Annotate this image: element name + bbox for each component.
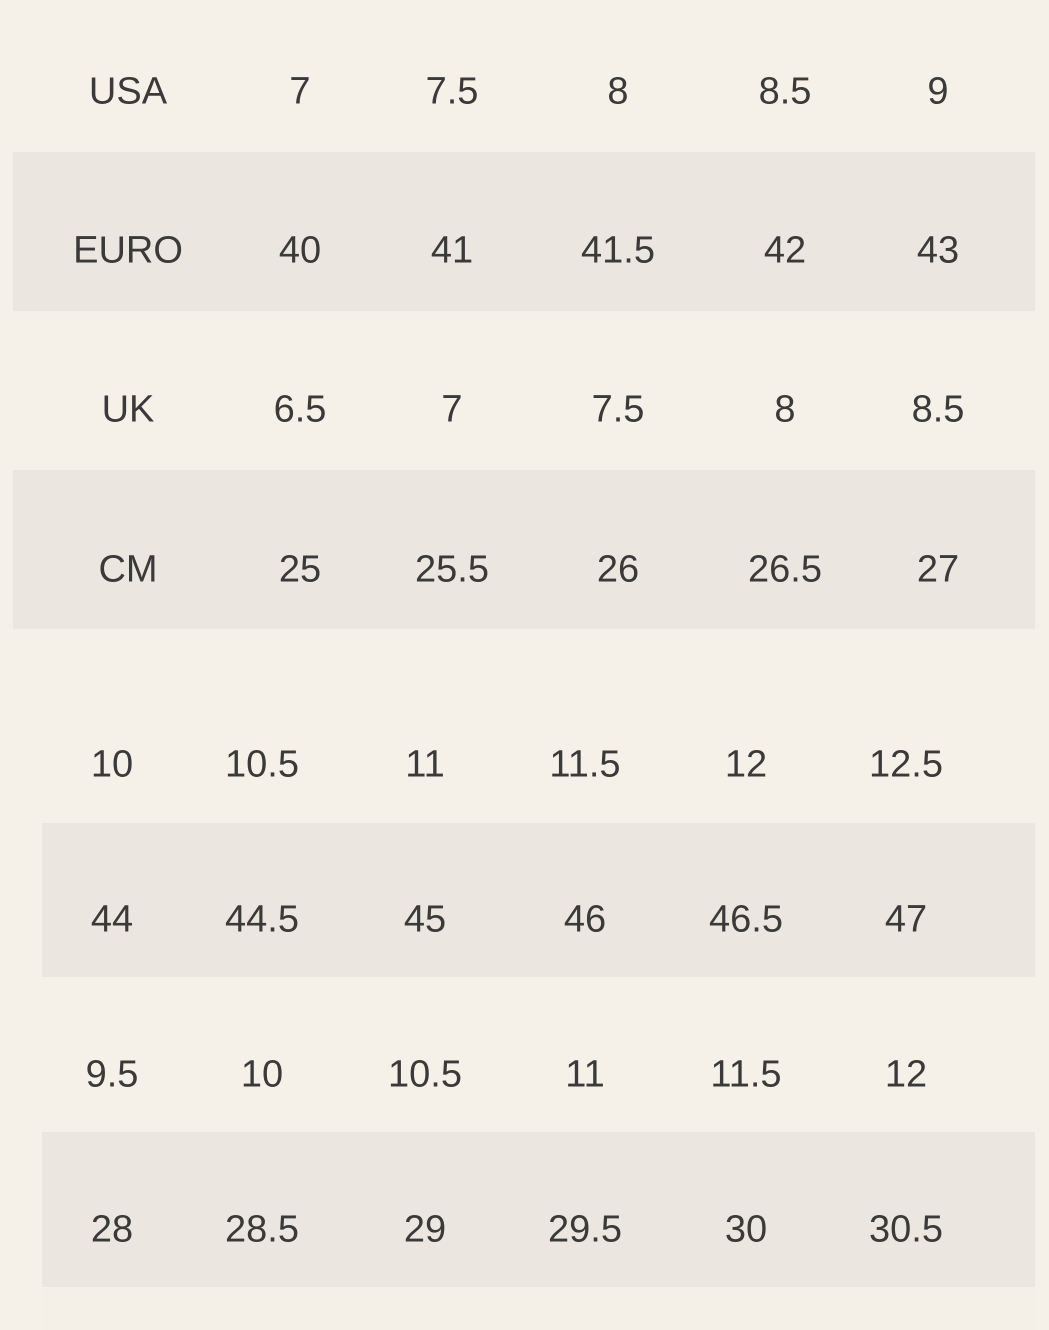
row-band bbox=[42, 1288, 1035, 1330]
size-cell: 46.5 bbox=[709, 898, 783, 941]
size-cell: 10 bbox=[240, 1053, 284, 1096]
size-cell: 9.5 bbox=[85, 1053, 139, 1096]
size-cell: 8.5 bbox=[758, 70, 812, 113]
size-cell: 8.5 bbox=[911, 388, 965, 431]
size-cell: 30 bbox=[724, 1208, 768, 1251]
size-cell: 6.5 bbox=[273, 388, 327, 431]
size-cell: 28.5 bbox=[225, 1208, 299, 1251]
size-cell: 46 bbox=[563, 898, 607, 941]
size-cell: 12.5 bbox=[869, 743, 943, 786]
size-cell: 44 bbox=[90, 898, 134, 941]
size-cell: 11 bbox=[405, 743, 445, 786]
size-cell: 26.5 bbox=[748, 548, 822, 591]
size-cell: 8 bbox=[607, 70, 629, 113]
row-label: USA bbox=[88, 70, 168, 113]
size-cell: 25 bbox=[278, 548, 322, 591]
size-cell: 12 bbox=[884, 1053, 928, 1096]
size-cell: 26 bbox=[596, 548, 640, 591]
size-cell: 43 bbox=[916, 229, 960, 272]
size-cell: 44.5 bbox=[225, 898, 299, 941]
size-cell: 41.5 bbox=[581, 229, 655, 272]
shaded-row-band bbox=[42, 823, 1035, 977]
row-label: CM bbox=[98, 548, 158, 591]
shaded-row-band bbox=[13, 470, 1035, 629]
row-label: UK bbox=[101, 388, 155, 431]
size-cell: 29 bbox=[403, 1208, 447, 1251]
size-cell: 7.5 bbox=[425, 70, 479, 113]
size-cell: 28 bbox=[90, 1208, 134, 1251]
shaded-row-band bbox=[13, 152, 1035, 311]
size-cell: 7 bbox=[289, 70, 311, 113]
size-cell: 47 bbox=[884, 898, 928, 941]
size-cell: 10 bbox=[90, 743, 134, 786]
size-cell: 27 bbox=[916, 548, 960, 591]
size-cell: 9 bbox=[927, 70, 949, 113]
size-cell: 41 bbox=[430, 229, 474, 272]
size-cell: 7.5 bbox=[591, 388, 645, 431]
size-cell: 25.5 bbox=[415, 548, 489, 591]
size-cell: 45 bbox=[403, 898, 447, 941]
size-cell: 11.5 bbox=[549, 743, 621, 786]
size-cell: 40 bbox=[278, 229, 322, 272]
size-cell: 10.5 bbox=[388, 1053, 462, 1096]
size-cell: 7 bbox=[441, 388, 463, 431]
row-label: EURO bbox=[73, 229, 183, 272]
size-cell: 30.5 bbox=[869, 1208, 943, 1251]
size-cell: 12 bbox=[724, 743, 768, 786]
size-cell: 29.5 bbox=[548, 1208, 622, 1251]
size-cell: 11 bbox=[565, 1053, 605, 1096]
shaded-row-band bbox=[42, 1132, 1035, 1287]
size-cell: 8 bbox=[774, 388, 796, 431]
size-cell: 42 bbox=[763, 229, 807, 272]
size-cell: 10.5 bbox=[225, 743, 299, 786]
size-cell: 11.5 bbox=[710, 1053, 782, 1096]
